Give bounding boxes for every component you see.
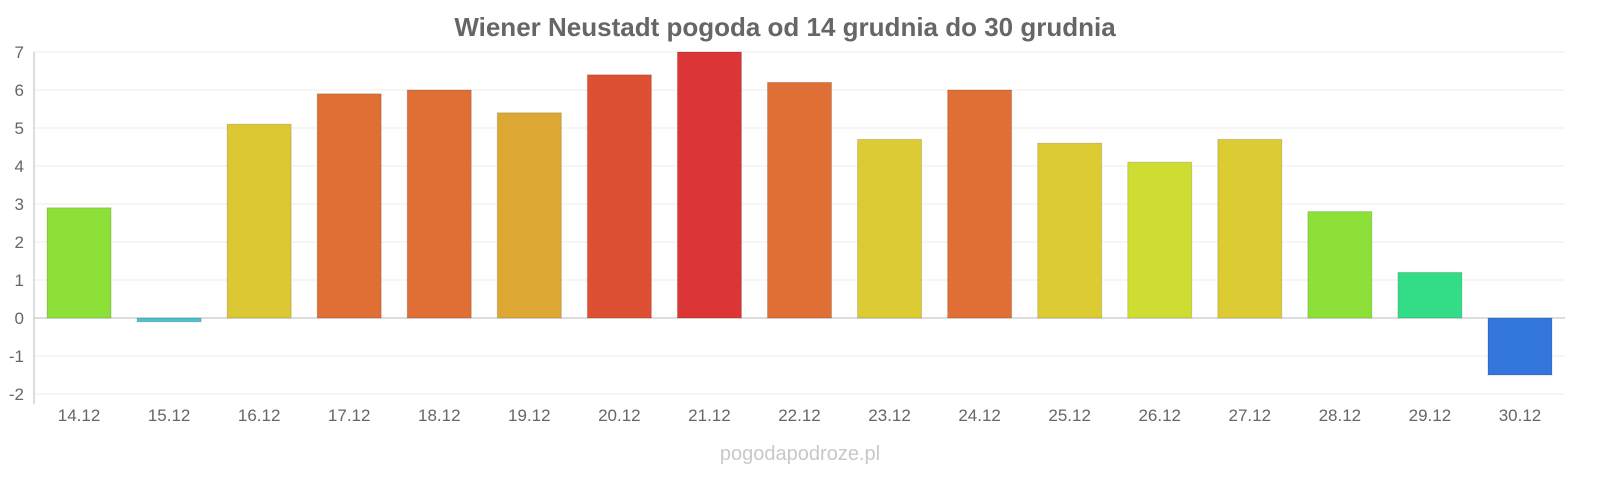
y-axis: -2 -1 0 1 2 3 4 5 6 7 <box>9 43 35 404</box>
x-tick-label: 29.12 <box>1409 406 1452 425</box>
y-tick-label: 3 <box>15 195 24 214</box>
bar-16.12 <box>226 123 292 319</box>
bar-27.12 <box>1217 138 1283 319</box>
x-tick-label: 16.12 <box>238 406 281 425</box>
x-tick-label: 30.12 <box>1499 406 1542 425</box>
bar-23.12 <box>857 138 923 319</box>
bar-18.12 <box>406 89 472 319</box>
y-tick-label: -2 <box>9 385 24 404</box>
x-tick-label: 18.12 <box>418 406 461 425</box>
chart-title: Wiener Neustadt pogoda od 14 grudnia do … <box>454 12 1116 42</box>
x-tick-label: 25.12 <box>1048 406 1091 425</box>
y-tick-label: 2 <box>15 233 24 252</box>
bar-15.12 <box>136 317 202 323</box>
bar-19.12 <box>496 112 562 319</box>
y-tick-label: 6 <box>15 81 24 100</box>
y-tick-label: -1 <box>9 347 24 366</box>
x-tick-label: 15.12 <box>148 406 191 425</box>
x-tick-label: 23.12 <box>868 406 911 425</box>
bars <box>46 51 1553 376</box>
bar-30.12 <box>1487 317 1553 376</box>
x-tick-label: 17.12 <box>328 406 371 425</box>
bar-24.12 <box>947 89 1013 319</box>
x-tick-label: 26.12 <box>1138 406 1181 425</box>
bar-14.12 <box>46 207 112 319</box>
x-tick-label: 22.12 <box>778 406 821 425</box>
bar-22.12 <box>767 81 832 319</box>
x-tick-label: 21.12 <box>688 406 731 425</box>
x-tick-label: 19.12 <box>508 406 551 425</box>
x-tick-label: 14.12 <box>58 406 101 425</box>
y-tick-label: 4 <box>15 157 24 176</box>
watermark: pogodapodroze.pl <box>720 443 880 465</box>
bar-29.12 <box>1397 271 1463 319</box>
bar-25.12 <box>1037 142 1103 319</box>
x-tick-label: 27.12 <box>1229 406 1272 425</box>
y-tick-label: 5 <box>15 119 24 138</box>
x-axis: 14.12 15.12 16.12 17.12 18.12 19.12 20.12 21.12… <box>58 406 1541 425</box>
x-tick-label: 28.12 <box>1319 406 1362 425</box>
bar-26.12 <box>1127 161 1193 319</box>
bar-17.12 <box>316 93 382 319</box>
y-tick-label: 1 <box>15 271 24 290</box>
x-tick-label: 24.12 <box>958 406 1001 425</box>
bar-20.12 <box>586 74 652 319</box>
bar-21.12 <box>676 51 742 319</box>
y-tick-label: 7 <box>15 43 24 62</box>
bar-28.12 <box>1307 211 1373 319</box>
x-tick-label: 20.12 <box>598 406 641 425</box>
y-tick-label: 0 <box>15 309 24 328</box>
